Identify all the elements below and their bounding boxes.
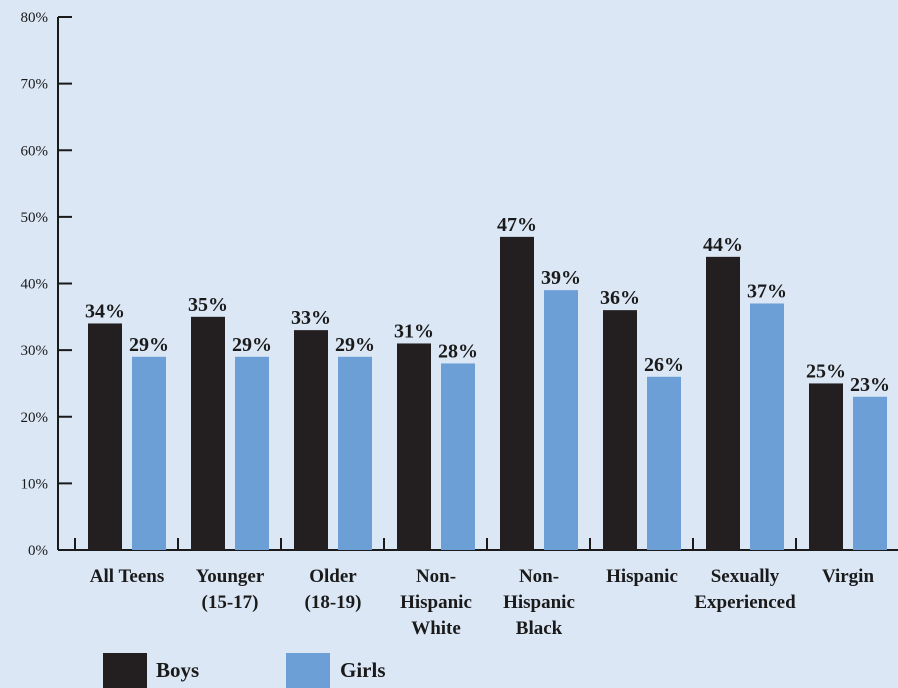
bar-label-boys: 35% <box>188 294 228 316</box>
bar-label-boys: 34% <box>85 300 125 322</box>
y-tick-label: 80% <box>21 10 49 26</box>
bar-boys <box>603 310 637 550</box>
y-tick-label: 0% <box>28 543 48 559</box>
bar-girls <box>750 303 784 550</box>
bar-girls <box>853 396 887 550</box>
y-tick-label: 10% <box>21 476 49 492</box>
bars <box>88 236 887 551</box>
bar-label-boys: 25% <box>806 360 846 382</box>
bar-boys <box>500 236 534 551</box>
category-label: Non-Hispanic White <box>400 566 472 639</box>
bar-label-boys: 36% <box>600 287 640 309</box>
y-axis: 0% 10% 20% 30% 40% 50% 60% 70% 80% <box>21 10 72 559</box>
y-tick-label: 30% <box>21 343 49 359</box>
bar-girls <box>441 363 475 550</box>
legend-label-girls: Girls <box>340 658 386 682</box>
bar-boys <box>397 343 431 550</box>
y-tick-label: 40% <box>21 277 49 293</box>
bar-girls <box>132 356 166 550</box>
category-labels: All Teens Younger (15-17) Older (18-19) Non-H… <box>90 566 875 639</box>
bar-label-girls: 39% <box>541 267 581 289</box>
category-label: Older (18-19) <box>305 566 362 613</box>
category-label: All Teens <box>90 566 164 587</box>
bar-girls <box>647 376 681 550</box>
y-tick-label: 70% <box>21 77 49 93</box>
bar-label-girls: 23% <box>850 374 890 396</box>
bar-boys <box>191 316 225 550</box>
bar-label-boys: 33% <box>291 307 331 329</box>
bar-boys <box>809 383 843 550</box>
bar-boys <box>88 323 122 550</box>
bar-label-boys: 47% <box>497 214 537 236</box>
legend: Boys Girls <box>103 653 386 688</box>
bar-girls <box>235 356 269 550</box>
bar-boys <box>706 256 740 550</box>
legend-label-boys: Boys <box>156 658 199 682</box>
y-tick-label: 60% <box>21 143 49 159</box>
bar-labels: 34% 35% 33% 31% 47% 36% 44% 25% 29% 29% 29% 28% 39% 2… <box>85 214 890 396</box>
bar-girls <box>544 290 578 550</box>
bar-boys <box>294 330 328 550</box>
legend-swatch-boys <box>103 653 147 688</box>
bar-label-girls: 26% <box>644 354 684 376</box>
bar-label-girls: 29% <box>335 334 375 356</box>
bar-label-boys: 44% <box>703 234 743 256</box>
category-label: Younger (15-17) <box>196 566 265 613</box>
bar-label-girls: 29% <box>129 334 169 356</box>
category-label: Sexually Experienced <box>694 566 796 613</box>
y-tick-label: 20% <box>21 410 49 426</box>
bar-label-girls: 37% <box>747 280 787 302</box>
category-label: Hispanic <box>606 566 678 587</box>
y-tick-label: 50% <box>21 210 49 226</box>
bar-label-boys: 31% <box>394 320 434 342</box>
bar-label-girls: 29% <box>232 334 272 356</box>
category-label: Non-Hispanic Black <box>503 566 575 639</box>
bar-girls <box>338 356 372 550</box>
category-label: Virgin <box>822 566 875 587</box>
legend-swatch-girls <box>286 653 330 688</box>
bar-label-girls: 28% <box>438 340 478 362</box>
